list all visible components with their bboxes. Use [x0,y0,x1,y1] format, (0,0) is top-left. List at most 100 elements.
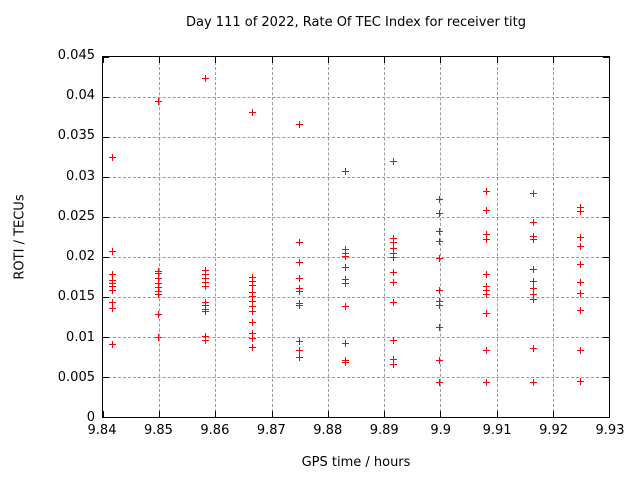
data-point-marker [249,318,257,326]
data-point-marker [155,291,163,299]
x-axis-label: GPS time / hours [301,455,411,470]
x-tick-label: 9.88 [313,423,343,438]
y-axis-label: ROTI / TECUs [12,194,28,280]
x-gridline [215,57,217,417]
data-point-marker [108,286,116,294]
y-tick-mark [103,376,109,378]
data-point-marker [436,357,444,364]
y-gridline [103,297,609,298]
data-point-marker [482,378,490,386]
x-tick-mark [271,57,273,63]
x-tick-label: 9.85 [143,423,173,438]
data-point-marker [389,278,397,286]
data-point-marker [482,291,490,299]
data-point-marker [436,324,444,332]
y-tick-mark [603,177,609,178]
data-point-marker [482,188,490,196]
data-point-marker [530,379,538,387]
data-point-marker [389,356,397,364]
y-tick-mark [603,216,609,218]
y-tick-mark [103,177,109,178]
data-point-marker [342,245,350,253]
y-tick-mark [103,337,109,338]
y-tick-mark [603,376,609,378]
data-point-marker [389,239,397,247]
data-point-marker [342,264,350,272]
data-point-marker [530,296,538,304]
x-gridline [327,57,329,417]
data-point-marker [576,377,584,385]
x-tick-mark [103,57,104,63]
y-tick-label: 0.04 [66,88,95,104]
x-tick-mark [609,411,610,417]
y-tick-mark [103,216,109,218]
data-point-marker [108,299,116,307]
y-tick-mark [603,96,609,98]
data-point-marker [249,273,257,281]
data-point-marker [201,336,209,344]
data-point-marker [249,302,257,310]
data-point-marker [249,308,257,316]
data-point-marker [576,243,584,251]
data-point-marker [108,153,116,161]
y-tick-mark [603,136,609,138]
data-point-marker [576,347,584,355]
y-gridline [103,376,609,378]
data-point-marker [576,279,584,287]
data-point-marker [436,254,444,262]
data-point-marker [201,333,209,340]
y-gridline [103,337,609,338]
y-gridline [103,216,609,218]
x-gridline [271,57,273,417]
data-point-marker [389,299,397,307]
x-tick-label: 9.87 [256,423,286,438]
data-point-marker [436,196,444,204]
x-tick-mark [552,411,554,417]
data-point-marker [482,236,490,244]
data-point-marker [295,274,303,282]
data-point-marker [155,333,163,341]
x-tick-mark [384,57,386,63]
y-gridline [103,96,609,98]
data-point-marker [342,276,350,284]
y-tick-label: 0 [86,410,95,425]
data-point-marker [436,209,444,217]
data-point-marker [530,345,538,352]
chart-title: Day 111 of 2022, Rate Of TEC Index for r… [186,15,526,30]
data-point-marker [108,248,116,256]
data-point-marker [530,291,538,299]
data-point-marker [482,346,490,354]
data-point-marker [249,289,257,296]
x-gridline [440,57,442,417]
data-point-marker [295,301,303,309]
y-tick-label: 0.01 [66,329,95,345]
x-gridline [496,57,498,417]
data-point-marker [201,275,209,283]
y-gridline [103,177,609,178]
y-tick-mark [603,417,609,418]
data-point-marker [201,282,209,290]
data-point-marker [576,233,584,241]
data-point-marker [155,97,163,105]
data-point-marker [389,269,397,276]
x-tick-mark [384,411,386,417]
data-point-marker [342,358,350,366]
data-point-marker [249,329,257,337]
data-point-marker [155,275,163,283]
data-point-marker [155,284,163,292]
x-tick-label: 9.93 [595,423,625,438]
data-point-marker [295,239,303,247]
data-point-marker [482,287,490,295]
data-point-marker [342,168,350,176]
data-point-marker [482,206,490,214]
data-point-marker [482,283,490,291]
data-point-marker [342,340,350,348]
y-tick-label: 0.03 [66,168,95,184]
data-point-marker [155,280,163,288]
data-point-marker [389,235,397,243]
x-tick-label: 9.9 [430,423,451,438]
data-point-marker [389,361,397,368]
data-point-marker [482,231,490,239]
data-point-marker [295,353,303,361]
y-tick-label: 0.035 [57,128,95,144]
